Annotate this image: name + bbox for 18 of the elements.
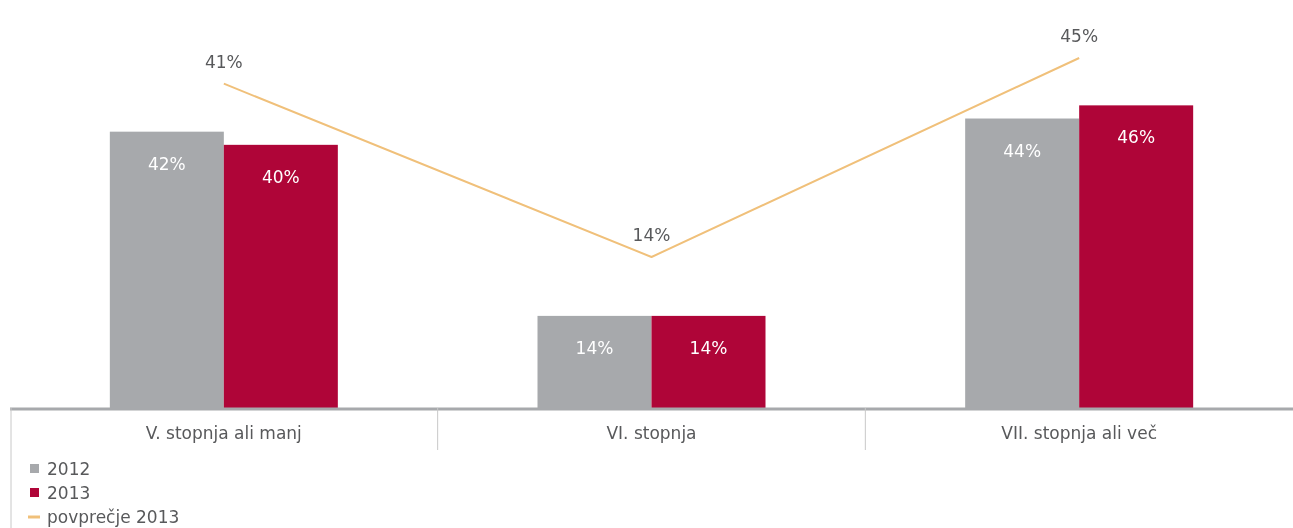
x-tick-label: VII. stopnja ali več xyxy=(1001,423,1157,443)
legend-label: 2013 xyxy=(47,483,91,503)
data-label: 14% xyxy=(689,337,728,358)
data-label: 14% xyxy=(632,225,671,245)
legend-label: 2012 xyxy=(47,459,91,479)
x-tick-label: VI. stopnja xyxy=(606,423,697,443)
x-tick-label: V. stopnja ali manj xyxy=(145,423,302,443)
legend-label: povprečje 2013 xyxy=(47,507,180,527)
data-label: 40% xyxy=(261,166,300,187)
data-label: 45% xyxy=(1060,26,1099,46)
data-label: 41% xyxy=(204,51,243,72)
data-label: 46% xyxy=(1117,127,1156,148)
data-label: 44% xyxy=(1003,140,1042,161)
data-label: 14% xyxy=(575,337,614,358)
bar xyxy=(651,315,766,408)
data-label: 42% xyxy=(147,153,186,174)
bar xyxy=(1079,105,1194,408)
bar xyxy=(223,144,338,408)
